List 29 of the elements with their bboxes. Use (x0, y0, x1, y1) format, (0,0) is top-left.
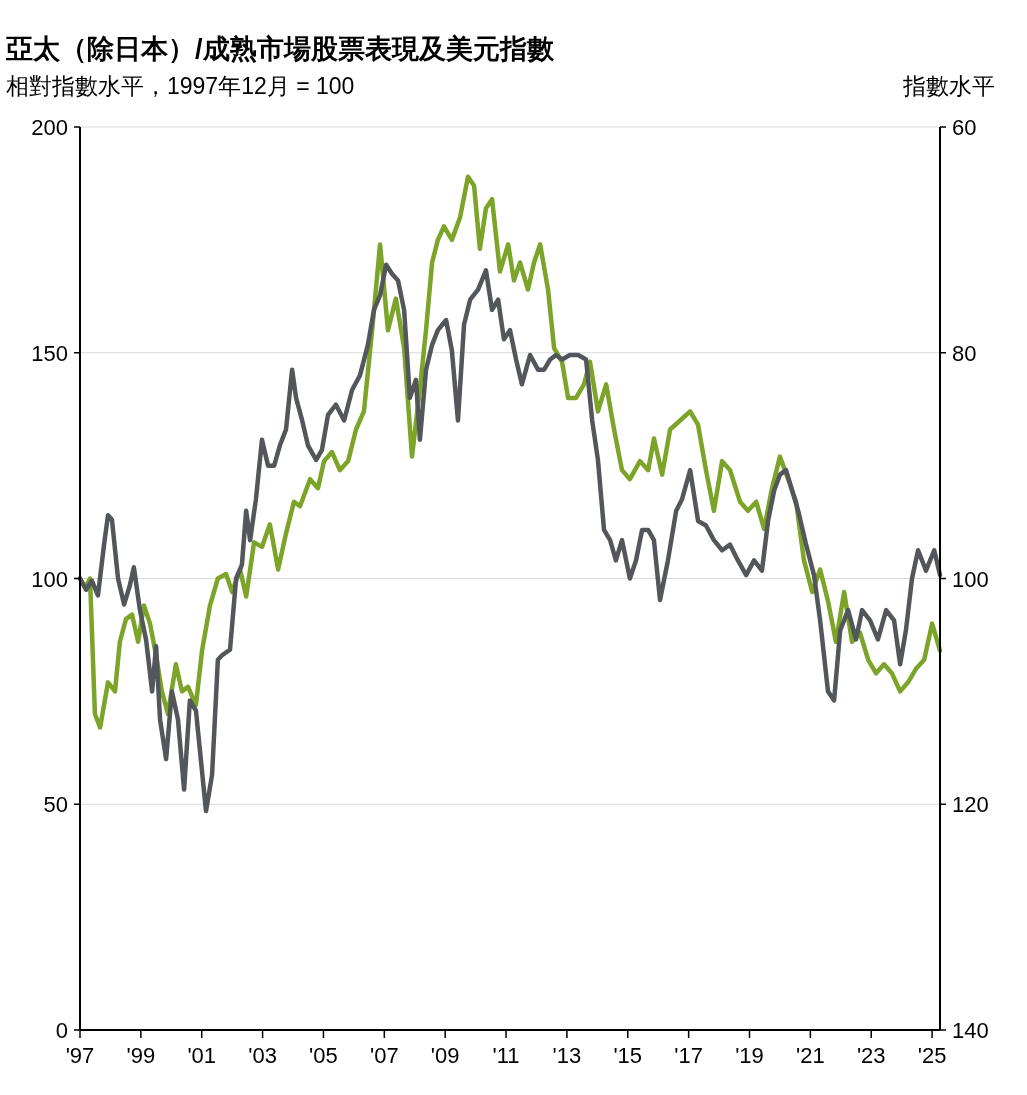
x-tick-label: '07 (369, 1043, 399, 1068)
y-tick-label: 100 (31, 566, 68, 592)
y-tick-label: 0 (55, 1018, 68, 1043)
x-tick-label: '11 (492, 1043, 520, 1068)
y2-tick-label: 100 (952, 566, 989, 592)
y2-tick-label: 120 (952, 792, 989, 818)
y2-tick-label: 80 (952, 340, 977, 366)
y2label: 指數水平 (903, 73, 995, 99)
y2-tick-label: 60 (952, 115, 977, 140)
x-tick-label: '13 (552, 1043, 582, 1068)
line-series (77, 262, 943, 814)
x-tick-label: '09 (430, 1043, 460, 1068)
y-tick-label: 50 (43, 792, 68, 818)
ylabel: 相對指數水平，1997年12月 = 100 (6, 73, 355, 99)
x-tick-label: '15 (613, 1043, 643, 1068)
y2-tick-label: 140 (952, 1018, 989, 1043)
x-tick-label: '19 (735, 1043, 764, 1068)
title: 亞太（除日本）/成熟市場股票表現及美元指數 (6, 34, 554, 64)
y-tick-label: 150 (31, 340, 68, 366)
x-tick-label: '23 (856, 1043, 886, 1068)
x-tick-label: '21 (796, 1043, 825, 1068)
x-tick-label: '99 (126, 1043, 156, 1068)
x-tick-label: '03 (248, 1043, 277, 1068)
y-tick-label: 200 (31, 115, 68, 140)
x-tick-label: '01 (187, 1043, 217, 1068)
x-tick-label: '05 (309, 1043, 338, 1068)
x-tick-label: '17 (674, 1043, 703, 1068)
x-tick-label: '25 (917, 1043, 947, 1068)
x-tick-label: '97 (65, 1043, 95, 1068)
